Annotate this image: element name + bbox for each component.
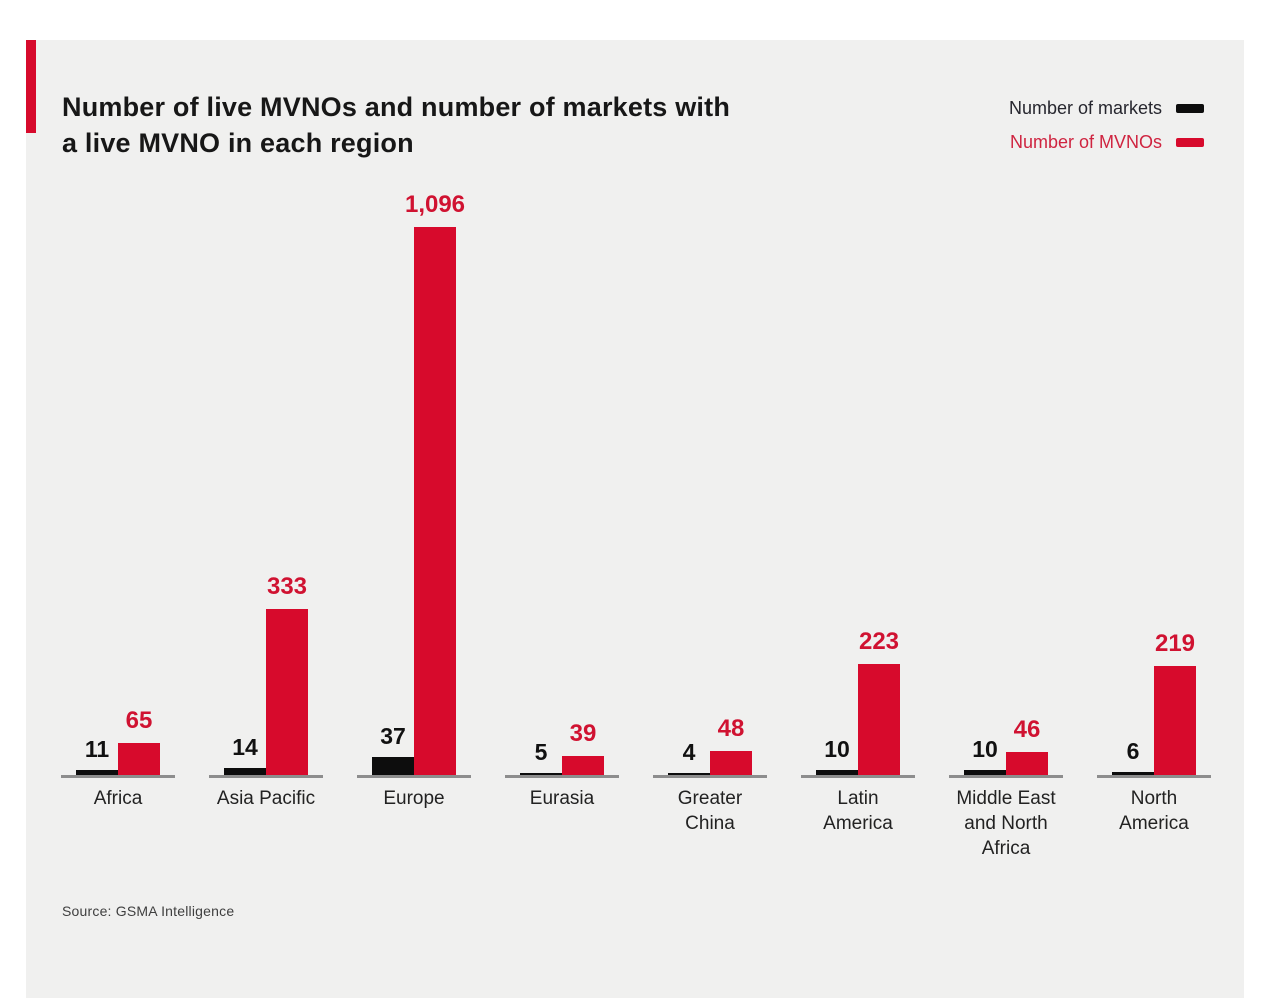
- axis-baseline: [1097, 775, 1211, 779]
- mvnos-value-label: 1,096: [404, 191, 466, 219]
- axis-baseline: [801, 775, 915, 779]
- category-label: Eurasia: [529, 788, 595, 810]
- bar-pair: 10 223: [816, 185, 900, 776]
- bar-pair: 11 65: [76, 185, 160, 776]
- category-label: Middle East and North Africa: [956, 788, 1056, 859]
- category-label: Africa: [93, 788, 143, 810]
- category-label: Greater China: [677, 788, 743, 834]
- mvnos-value-label: 39: [569, 719, 597, 747]
- bar-group-eurasia: 5 39 Eurasia: [488, 185, 636, 861]
- bar-group-africa: 11 65 Africa: [44, 185, 192, 861]
- legend-markets-swatch-icon: [1176, 104, 1204, 113]
- markets-value-label: 5: [534, 738, 548, 765]
- bar-pair: 37 1,096: [372, 185, 465, 776]
- mvnos-value-label: 46: [1013, 716, 1041, 744]
- mvnos-value-label: 223: [858, 627, 900, 655]
- legend-mvnos-swatch-icon: [1176, 138, 1204, 147]
- markets-bar: 14: [224, 734, 266, 776]
- category-label: Europe: [383, 788, 445, 810]
- markets-value-label: 10: [824, 736, 850, 763]
- mvnos-value-label: 48: [717, 715, 745, 743]
- legend-item-mvnos: Number of MVNOs: [1009, 132, 1204, 153]
- markets-bar: 10: [816, 736, 858, 776]
- mvnos-bar: 333: [266, 573, 308, 776]
- markets-bar: 5: [520, 739, 562, 776]
- mvnos-bar: 46: [1006, 716, 1048, 776]
- markets-value-label: 10: [972, 736, 998, 763]
- axis-baseline: [949, 775, 1063, 779]
- chart-title: Number of live MVNOs and number of marke…: [62, 92, 731, 158]
- legend: Number of markets Number of MVNOs: [1009, 90, 1204, 153]
- bar-group-north-america: 6 219 North America: [1080, 185, 1228, 861]
- mvnos-bar: 219: [1154, 630, 1196, 776]
- mvnos-value-label: 219: [1154, 629, 1196, 657]
- markets-value-label: 6: [1126, 738, 1140, 765]
- markets-bar: 4: [668, 739, 710, 776]
- mvnos-bar: 223: [858, 628, 900, 776]
- markets-bar: 6: [1112, 738, 1154, 776]
- bar-group-europe: 37 1,096 Europe: [340, 185, 488, 861]
- category-label: Asia Pacific: [216, 788, 316, 810]
- mvnos-bar: 65: [118, 707, 160, 776]
- markets-bar: 10: [964, 736, 1006, 776]
- chart-card: Number of live MVNOs and number of marke…: [26, 40, 1244, 998]
- bar-pair: 4 48: [668, 185, 752, 776]
- bar-group-latin-america: 10 223 Latin America: [784, 185, 932, 861]
- axis-baseline: [209, 775, 323, 779]
- markets-bar: 11: [76, 736, 118, 776]
- axis-baseline: [357, 775, 471, 779]
- bar-group-greater-china: 4 48 Greater China: [636, 185, 784, 861]
- axis-baseline: [505, 775, 619, 779]
- axis-baseline: [61, 775, 175, 779]
- legend-mvnos-label: Number of MVNOs: [1009, 132, 1162, 152]
- mvnos-bar: 1,096: [405, 191, 465, 776]
- mvnos-bar: 48: [710, 715, 752, 776]
- markets-value-label: 37: [380, 722, 406, 749]
- bar-chart: 11 65 Africa 14 333 Asia Pacific: [44, 185, 1228, 861]
- markets-bar: 37: [372, 723, 414, 776]
- source-note: Source: GSMA Intelligence: [62, 903, 235, 920]
- bar-group-asia-pacific: 14 333 Asia Pacific: [192, 185, 340, 861]
- markets-value-label: 4: [682, 739, 696, 766]
- legend-item-markets: Number of markets: [1009, 98, 1204, 119]
- axis-baseline: [653, 775, 767, 779]
- chart-header: Number of live MVNOs and number of marke…: [26, 40, 1244, 161]
- markets-value-label: 11: [84, 735, 110, 762]
- markets-value-label: 14: [232, 734, 258, 761]
- bar-pair: 14 333: [224, 185, 308, 776]
- red-accent-bar: [26, 40, 36, 133]
- bar-group-mena: 10 46 Middle East and North Africa: [932, 185, 1080, 861]
- legend-markets-label: Number of markets: [1008, 98, 1162, 118]
- mvnos-value-label: 65: [125, 706, 153, 734]
- mvnos-value-label: 333: [266, 572, 308, 600]
- category-label: Latin America: [823, 788, 893, 834]
- mvnos-bar: 39: [562, 720, 604, 776]
- bar-pair: 10 46: [964, 185, 1048, 776]
- bar-pair: 6 219: [1112, 185, 1196, 776]
- bar-pair: 5 39: [520, 185, 604, 776]
- category-label: North America: [1119, 788, 1189, 834]
